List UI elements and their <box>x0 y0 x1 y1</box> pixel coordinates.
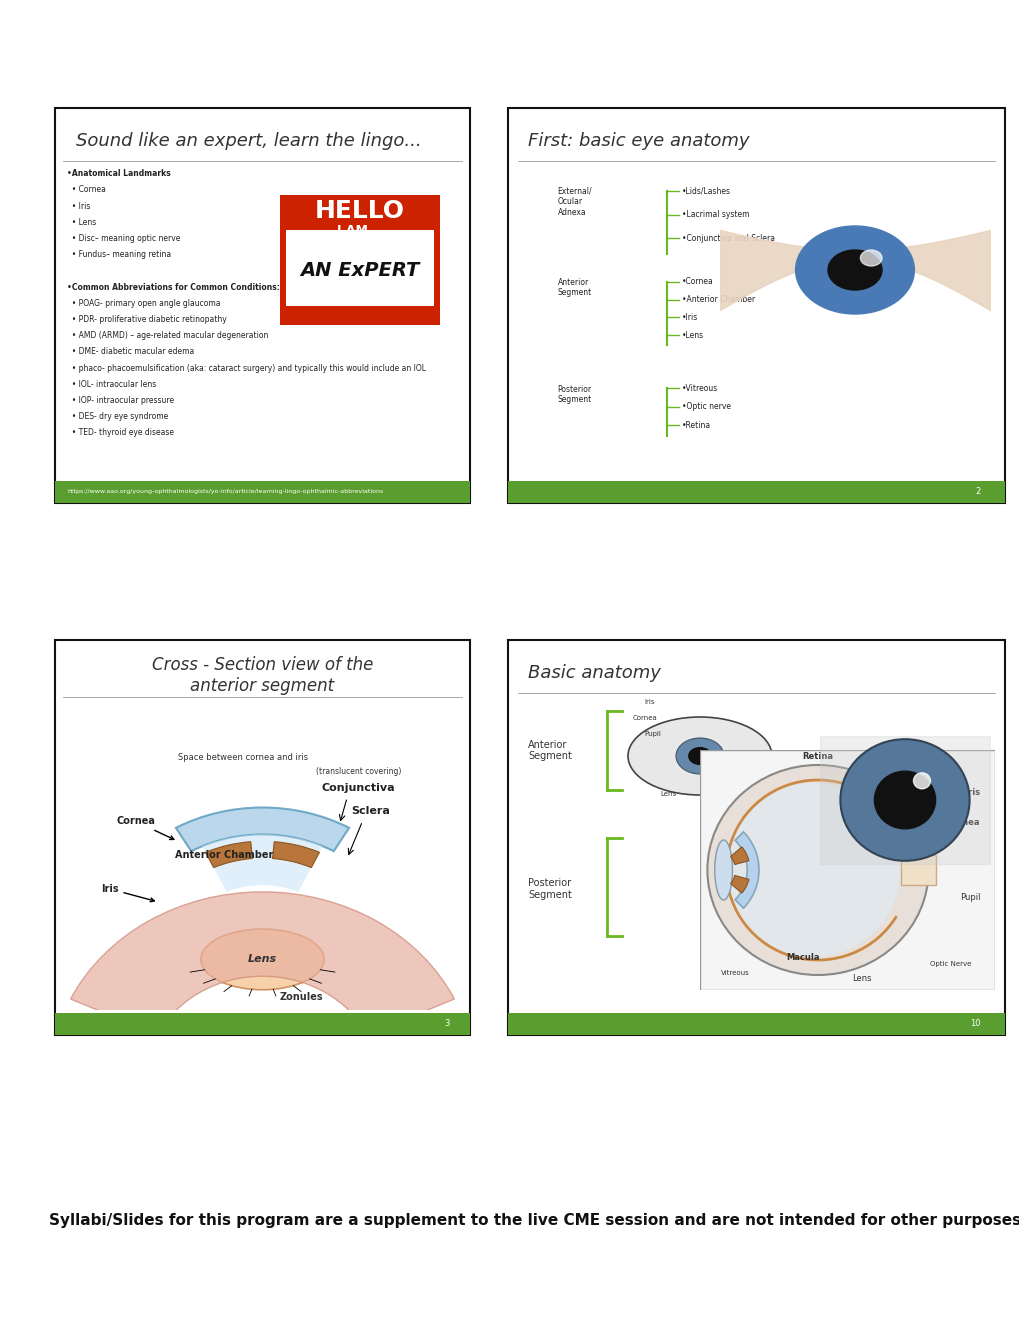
Text: Optic Nerve: Optic Nerve <box>929 961 970 968</box>
Text: Cross - Section view of the
anterior segment: Cross - Section view of the anterior seg… <box>152 656 373 694</box>
Text: Lens: Lens <box>248 954 277 965</box>
Text: 3: 3 <box>443 1019 448 1028</box>
Text: AN ExPERT: AN ExPERT <box>300 261 419 280</box>
Text: Cornea: Cornea <box>116 816 173 840</box>
FancyBboxPatch shape <box>507 640 1004 1035</box>
FancyBboxPatch shape <box>699 750 994 990</box>
Text: Iris: Iris <box>643 700 654 705</box>
Text: • IOL- intraocular lens: • IOL- intraocular lens <box>67 380 157 389</box>
Text: • phaco- phacoemulsification (aka: cataract surgery) and typically this would in: • phaco- phacoemulsification (aka: catar… <box>67 363 426 372</box>
Text: • DES- dry eye syndrome: • DES- dry eye syndrome <box>67 412 168 421</box>
Text: External/
Ocular
Adnexa: External/ Ocular Adnexa <box>557 187 592 216</box>
FancyBboxPatch shape <box>507 108 1004 503</box>
Text: •Retina: •Retina <box>682 421 710 430</box>
Text: Lens: Lens <box>852 974 871 983</box>
Text: Iris: Iris <box>964 788 979 797</box>
Wedge shape <box>206 842 252 867</box>
Ellipse shape <box>707 766 927 975</box>
Text: Space between cornea and iris: Space between cornea and iris <box>178 754 308 763</box>
Text: Zonules: Zonules <box>279 991 322 1002</box>
Text: https://www.aao.org/young-ophthalmologists/yo-info/article/learning-lingo-ophtha: https://www.aao.org/young-ophthalmologis… <box>67 490 383 495</box>
FancyBboxPatch shape <box>507 482 1004 503</box>
Text: Retina: Retina <box>802 752 833 762</box>
Text: Cornea: Cornea <box>946 818 979 828</box>
FancyBboxPatch shape <box>286 230 433 305</box>
Text: First: basic eye anatomy: First: basic eye anatomy <box>528 132 749 149</box>
Text: • POAG- primary open angle glaucoma: • POAG- primary open angle glaucoma <box>67 298 221 308</box>
FancyBboxPatch shape <box>286 305 433 322</box>
Text: • Disc– meaning optic nerve: • Disc– meaning optic nerve <box>67 234 180 243</box>
Wedge shape <box>730 875 748 894</box>
Text: Lens: Lens <box>659 791 676 796</box>
Ellipse shape <box>628 717 771 795</box>
FancyBboxPatch shape <box>55 108 470 503</box>
Wedge shape <box>735 832 758 908</box>
Circle shape <box>840 739 969 861</box>
Text: • DME- diabetic macular edema: • DME- diabetic macular edema <box>67 347 195 356</box>
Text: • IOP- intraocular pressure: • IOP- intraocular pressure <box>67 396 174 405</box>
Text: Conjunctiva: Conjunctiva <box>322 783 395 792</box>
Text: 10: 10 <box>969 1019 979 1028</box>
Text: Anterior Chamber: Anterior Chamber <box>174 850 273 861</box>
Text: •Lids/Lashes: •Lids/Lashes <box>682 186 731 195</box>
Text: Sclera: Sclera <box>707 787 729 793</box>
Text: • Cornea: • Cornea <box>67 185 106 194</box>
Text: • PDR- proliferative diabetic retinopathy: • PDR- proliferative diabetic retinopath… <box>67 315 227 323</box>
Text: •Conjunctiva and Sclera: •Conjunctiva and Sclera <box>682 234 774 243</box>
Text: HELLO: HELLO <box>315 198 405 223</box>
Text: (translucent covering): (translucent covering) <box>316 767 401 776</box>
Wedge shape <box>70 892 454 1035</box>
Text: Posterior
Segment: Posterior Segment <box>528 878 572 900</box>
Text: •Lacrimal system: •Lacrimal system <box>682 210 749 219</box>
FancyBboxPatch shape <box>55 1014 470 1035</box>
Circle shape <box>795 226 913 314</box>
FancyBboxPatch shape <box>275 191 444 329</box>
FancyBboxPatch shape <box>55 482 470 503</box>
Text: •Cornea: •Cornea <box>682 277 713 286</box>
Text: •Common Abbreviations for Common Conditions:: •Common Abbreviations for Common Conditi… <box>67 282 280 292</box>
Text: 2: 2 <box>974 487 979 496</box>
Text: Vitreous: Vitreous <box>720 970 749 975</box>
Wedge shape <box>730 847 748 865</box>
Text: •Lens: •Lens <box>682 330 703 339</box>
Circle shape <box>827 249 881 290</box>
Text: •Vitreous: •Vitreous <box>682 384 717 393</box>
Text: Sclera: Sclera <box>351 807 389 816</box>
Circle shape <box>688 747 710 764</box>
Text: • Lens: • Lens <box>67 218 97 227</box>
Text: • Fundus– meaning retina: • Fundus– meaning retina <box>67 251 171 259</box>
Text: • AMD (ARMD) – age-related macular degeneration: • AMD (ARMD) – age-related macular degen… <box>67 331 269 341</box>
Text: Pupil: Pupil <box>959 894 979 902</box>
Text: • TED- thyroid eye disease: • TED- thyroid eye disease <box>67 429 174 437</box>
Text: • Iris: • Iris <box>67 202 91 211</box>
Text: •Iris: •Iris <box>682 313 698 322</box>
FancyBboxPatch shape <box>507 1014 1004 1035</box>
Ellipse shape <box>714 840 732 900</box>
Wedge shape <box>272 842 319 867</box>
Text: Anterior
Segment: Anterior Segment <box>557 277 591 297</box>
Text: Anterior
Segment: Anterior Segment <box>528 739 572 762</box>
FancyBboxPatch shape <box>55 640 470 1035</box>
Text: Macula: Macula <box>786 953 819 962</box>
Text: I AM...: I AM... <box>337 223 382 236</box>
Text: Posterior
Segment: Posterior Segment <box>557 384 591 404</box>
Text: •Anatomical Landmarks: •Anatomical Landmarks <box>67 169 171 178</box>
Text: Iris: Iris <box>101 884 154 902</box>
Ellipse shape <box>722 783 900 957</box>
Text: Basic anatomy: Basic anatomy <box>528 664 660 681</box>
Text: Sound like an expert, learn the lingo...: Sound like an expert, learn the lingo... <box>75 132 421 149</box>
Wedge shape <box>175 808 348 851</box>
Text: Cornea: Cornea <box>632 715 657 721</box>
Text: •Optic nerve: •Optic nerve <box>682 403 731 412</box>
Text: Syllabi/Slides for this program are a supplement to the live CME session and are: Syllabi/Slides for this program are a su… <box>49 1213 1019 1229</box>
Circle shape <box>873 771 934 829</box>
Ellipse shape <box>201 929 324 990</box>
FancyBboxPatch shape <box>900 855 935 884</box>
Wedge shape <box>202 834 322 892</box>
Text: Pupil: Pupil <box>643 730 660 737</box>
Circle shape <box>676 738 723 774</box>
Text: •Anterior Chamber: •Anterior Chamber <box>682 296 754 304</box>
Circle shape <box>913 772 929 789</box>
Circle shape <box>860 249 881 267</box>
